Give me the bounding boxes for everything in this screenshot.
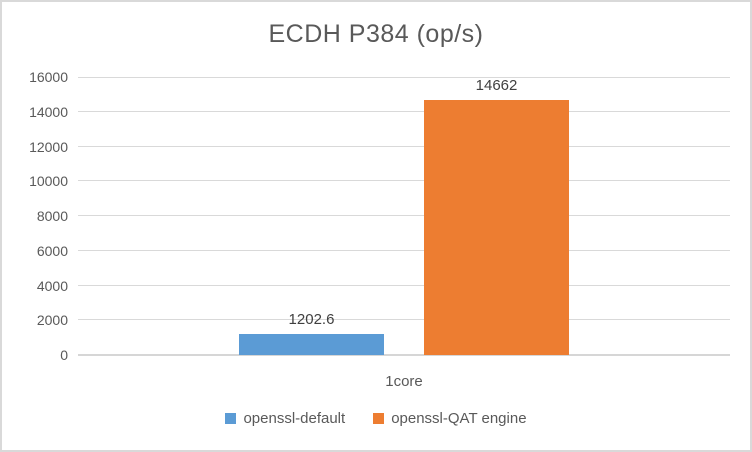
gridline: [78, 249, 730, 251]
y-tick-label: 6000: [36, 242, 68, 259]
chart-title: ECDH P384 (op/s): [268, 20, 484, 48]
y-tick-label: 8000: [36, 208, 68, 224]
x-axis: 1core: [78, 373, 730, 390]
bar-openssl-default: [239, 334, 384, 355]
category-label: 1core: [385, 373, 423, 390]
gridline: [78, 215, 730, 216]
y-tick-label: 10000: [29, 173, 68, 190]
legend-label: openssl-default: [243, 410, 346, 427]
gridline: [78, 77, 730, 78]
legend-item-openssl-default: openssl-default: [225, 410, 345, 427]
legend-swatch-icon: [225, 413, 237, 424]
legend-swatch-icon: [373, 413, 385, 424]
gridline: [78, 145, 730, 147]
legend-label: openssl-QAT engine: [391, 410, 527, 427]
plot-area: 1202.6 14662: [78, 77, 730, 356]
x-axis-line: [78, 354, 730, 356]
data-label: 1202.6: [288, 311, 335, 329]
gridline: [78, 319, 730, 321]
y-tick-label: 0: [60, 347, 68, 363]
gridline: [78, 180, 730, 182]
legend-item-openssl-qat-engine: openssl-QAT engine: [373, 410, 527, 427]
y-axis: 0 2000 4000 6000 8000 10000 12000 14000 16000: [2, 69, 68, 363]
y-tick-label: 12000: [29, 138, 68, 155]
y-tick-label: 2000: [36, 312, 68, 329]
gridline: [78, 110, 730, 112]
y-tick-label: 14000: [29, 103, 68, 120]
gridline: [78, 284, 730, 286]
y-tick-label: 4000: [36, 277, 68, 294]
legend: openssl-default openssl-QAT engine: [2, 410, 750, 427]
data-label: 14662: [475, 77, 518, 95]
bar-openssl-qat-engine: [424, 100, 569, 355]
y-tick-label: 16000: [29, 69, 68, 85]
